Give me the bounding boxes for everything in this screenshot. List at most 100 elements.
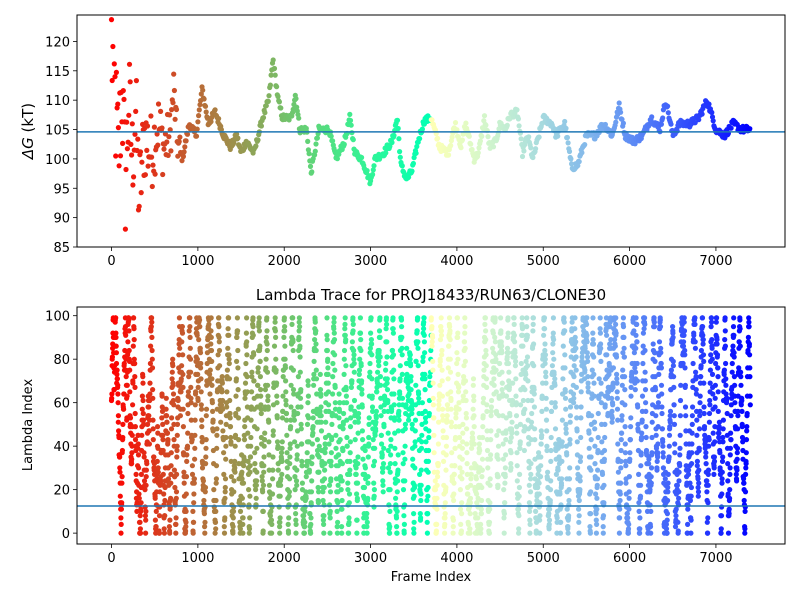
lambda-point [466,504,473,510]
lambda-point [459,510,465,517]
lambda-point [712,404,718,410]
lambda-point [474,500,480,506]
lambda-point [272,328,278,334]
lambda-point [536,450,542,456]
lambda-point [251,352,257,358]
lambda-point [557,530,564,536]
lambda-y-tick-label: 0 [62,527,70,542]
delta-g-point [212,107,218,113]
delta-g-point [115,101,121,107]
delta-g-point [699,111,705,117]
delta-g-point [171,71,177,77]
lambda-point [264,328,270,334]
lambda-point [180,406,186,412]
lambda-point [435,474,441,480]
lambda-point [660,443,666,449]
lambda-point [140,397,146,404]
delta-g-point [142,172,148,178]
lambda-point [344,400,350,406]
lambda-point [297,369,303,375]
delta-g-point [359,154,365,161]
lambda-point [191,500,197,506]
lambda-point [299,480,305,486]
lambda-y-tick-label: 20 [53,484,70,499]
lambda-point [244,389,250,395]
lambda-point [260,508,266,514]
lambda-point [173,521,179,528]
lambda-point [746,319,752,325]
delta-g-point [132,131,138,137]
lambda-point [604,352,610,358]
lambda-point [377,354,383,360]
lambda-point [702,432,708,438]
lambda-point [313,328,319,334]
lambda-point [131,315,137,321]
lambda-point [243,343,249,349]
lambda-point [321,513,327,519]
lambda-point [318,404,324,410]
lambda-point [483,363,489,369]
lambda-point [255,365,261,371]
lambda-point [745,347,751,354]
lambda-point [642,369,648,375]
lambda-point [390,315,396,321]
lambda-point [216,334,222,340]
lambda-point [117,493,123,499]
lambda-point [187,324,193,330]
lambda-point [118,530,124,536]
lambda-point [455,389,462,395]
lambda-point [513,400,519,406]
lambda-point [224,367,230,373]
lambda-point [543,406,550,412]
lambda-point [256,319,262,325]
lambda-point [378,432,384,438]
lambda-point [161,526,167,532]
lambda-point [178,376,184,382]
lambda-point [168,495,174,501]
lambda-point [380,478,386,484]
lambda-point [559,417,566,423]
lambda-point [617,497,623,504]
lambda-point [152,517,158,523]
lambda-point [264,315,270,321]
lambda-point [712,439,718,445]
lambda-point [173,515,179,521]
lambda-point [716,419,723,425]
lambda-point [704,489,710,495]
lambda-point [603,315,610,321]
delta-g-point [159,125,165,131]
lambda-point [589,367,595,373]
lambda-point [150,395,156,401]
lambda-point [341,356,347,362]
lambda-point [591,371,597,377]
lambda-point [471,397,477,404]
lambda-point [612,343,618,349]
lambda-point [117,454,123,460]
lambda-point [626,474,633,480]
lambda-point [255,369,261,375]
lambda-point [260,528,266,534]
lambda-point [293,510,299,517]
lambda-point [342,326,348,332]
lambda-point [282,356,288,362]
lambda-point [474,491,480,497]
lambda-point [286,515,292,521]
lambda-point [202,489,208,495]
lambda-point [573,354,579,360]
lambda-point [651,315,657,321]
lambda-point [429,324,435,330]
lambda-point [703,450,709,456]
delta-g-point [201,96,207,102]
lambda-point [143,474,149,480]
lambda-point [195,371,201,377]
lambda-point [207,391,213,397]
lambda-point [570,391,577,397]
lambda-point [507,413,513,419]
lambda-point [210,408,216,414]
lambda-point [358,337,364,343]
lambda-point [517,439,523,445]
delta-g-panel: 0 1000 2000 3000 4000 5000 6000 7000 8590951001… [19,14,786,269]
lambda-point [258,402,264,408]
lambda-point [700,332,706,338]
lambda-point [402,421,408,427]
